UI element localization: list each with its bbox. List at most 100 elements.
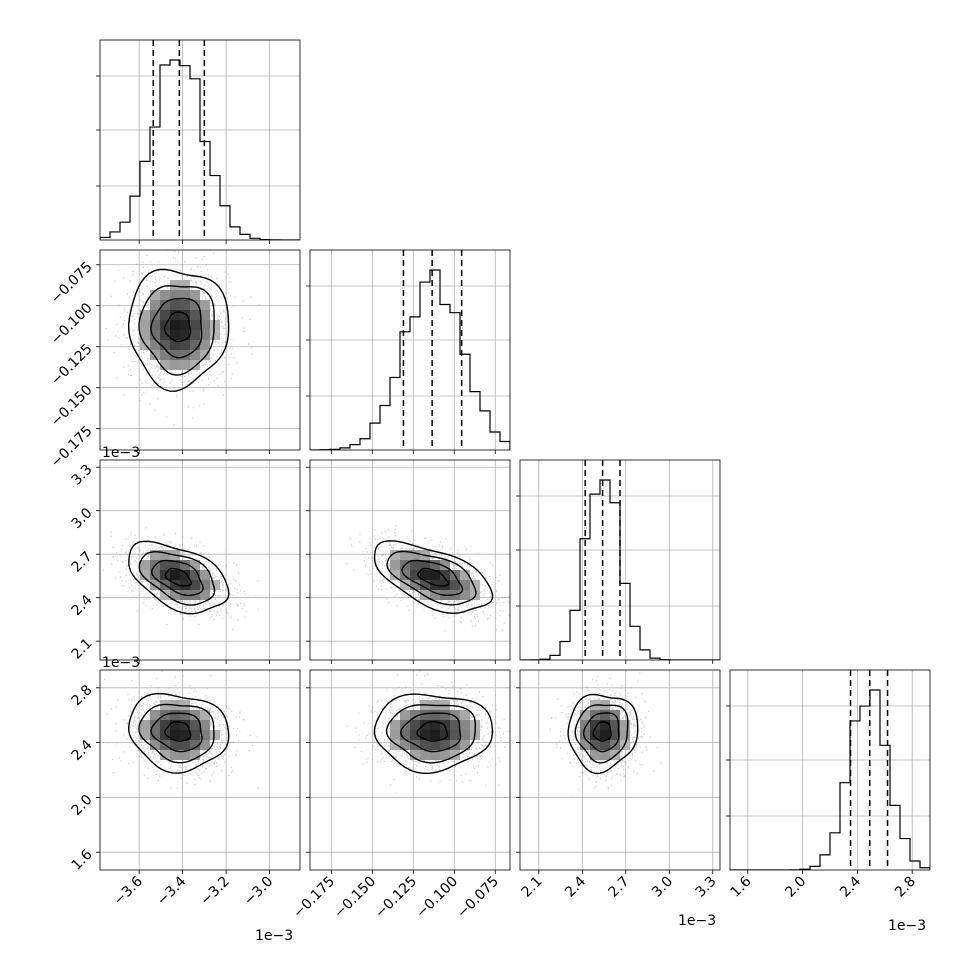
contour-level-1 (400, 712, 462, 753)
density-cell (590, 730, 600, 740)
contour-level-2 (385, 704, 477, 764)
density-cell (150, 290, 160, 300)
density-cell (620, 720, 630, 730)
panel-content (310, 250, 510, 450)
density-cell (410, 550, 420, 560)
density-cell (170, 730, 180, 740)
density-cell (150, 330, 160, 340)
y-tick-label: 2.4 (69, 737, 96, 764)
density-cell (160, 590, 170, 600)
density-cell (420, 720, 430, 730)
density-cell (440, 570, 450, 580)
density-cell (200, 590, 210, 600)
density-cell (410, 730, 420, 740)
density-cell (440, 710, 450, 720)
density-cell (180, 350, 190, 360)
density-cell (140, 560, 150, 570)
panel-frame (309, 249, 511, 451)
density-cell (190, 320, 200, 330)
contour-level-0 (417, 567, 450, 587)
contour-level-3 (127, 692, 230, 774)
density-cell (210, 730, 220, 740)
contour-level-2 (138, 703, 215, 764)
y-tick-label: 1.6 (69, 846, 96, 873)
axis-offset-text: 1e−3 (102, 445, 140, 461)
density-cell (210, 580, 220, 590)
y-tick-label: 2.4 (69, 592, 96, 619)
y-tick-label: 3.3 (69, 462, 96, 489)
x-tick-label: 2.7 (606, 874, 633, 901)
density-cell (180, 360, 190, 370)
contour-level-0 (164, 567, 192, 587)
density-cell (420, 730, 430, 740)
density-cell (410, 710, 420, 720)
density-cell (160, 290, 170, 300)
panel-frame (99, 39, 301, 241)
panel-frame (729, 669, 931, 871)
x-tick-label: −3.2 (198, 874, 233, 909)
x-tick-label: 2.4 (562, 873, 589, 900)
density-cell (170, 280, 180, 290)
density-cell (410, 580, 420, 590)
contour-level-1 (401, 559, 464, 596)
density-cell (140, 720, 150, 730)
density-cell (410, 750, 420, 760)
panel-content (520, 670, 720, 870)
y-tick-label: 2.7 (69, 549, 96, 576)
panel-content (100, 40, 300, 240)
contour-level-3 (127, 268, 230, 392)
panel-content (730, 670, 930, 870)
contour-level-1 (150, 297, 203, 359)
density-cell (180, 750, 190, 760)
density-cell (160, 730, 170, 740)
panel-content (310, 460, 510, 660)
density-cell (580, 740, 590, 750)
contour-level-3 (128, 540, 230, 615)
density-cell (420, 560, 430, 570)
panel-3-0: −3.6 −3.4 −3.2 −3.0 1.6 2.0 2.4 2.8 (69, 669, 301, 909)
x-tick-label: 3.0 (649, 874, 676, 901)
density-cell (150, 550, 160, 560)
density-cell (190, 560, 200, 570)
y-tick-label: −0.125 (48, 341, 96, 389)
density-cell (420, 590, 430, 600)
density-cell (460, 580, 470, 590)
density-cell (460, 740, 470, 750)
x-tick-label: −3.6 (111, 873, 146, 908)
density-cell (190, 340, 200, 350)
density-cell (190, 330, 200, 340)
axis-offset-text: 1e−3 (102, 655, 140, 671)
density-cell (420, 740, 430, 750)
panel-frame (99, 249, 301, 451)
density-cell (460, 730, 470, 740)
y-tick-label: 2.0 (69, 792, 96, 819)
density-cell (190, 710, 200, 720)
density-cell (170, 340, 180, 350)
panel-content (520, 460, 720, 660)
contour-level-0 (416, 721, 449, 742)
density-cell (140, 570, 150, 580)
density-cell (140, 320, 150, 330)
contour-level-1 (150, 559, 204, 597)
density-cell (440, 740, 450, 750)
panel-frame (99, 459, 301, 661)
density-cell (440, 750, 450, 760)
density-cell (190, 310, 200, 320)
density-cell (590, 750, 600, 760)
density-cell (590, 720, 600, 730)
density-cell (600, 710, 610, 720)
x-tick-label: 3.3 (693, 874, 720, 901)
density-cell (430, 720, 440, 730)
panel-2-2 (516, 459, 721, 664)
panel-content (310, 670, 510, 870)
axis-offset-text: 1e−3 (678, 913, 716, 929)
density-cell (190, 750, 200, 760)
density-cell (580, 720, 590, 730)
y-tick-label: −0.100 (48, 300, 96, 348)
density-cell (180, 580, 190, 590)
density-cell (420, 750, 430, 760)
density-cell (180, 280, 190, 290)
panel-content (100, 670, 300, 870)
density-cell (200, 740, 210, 750)
